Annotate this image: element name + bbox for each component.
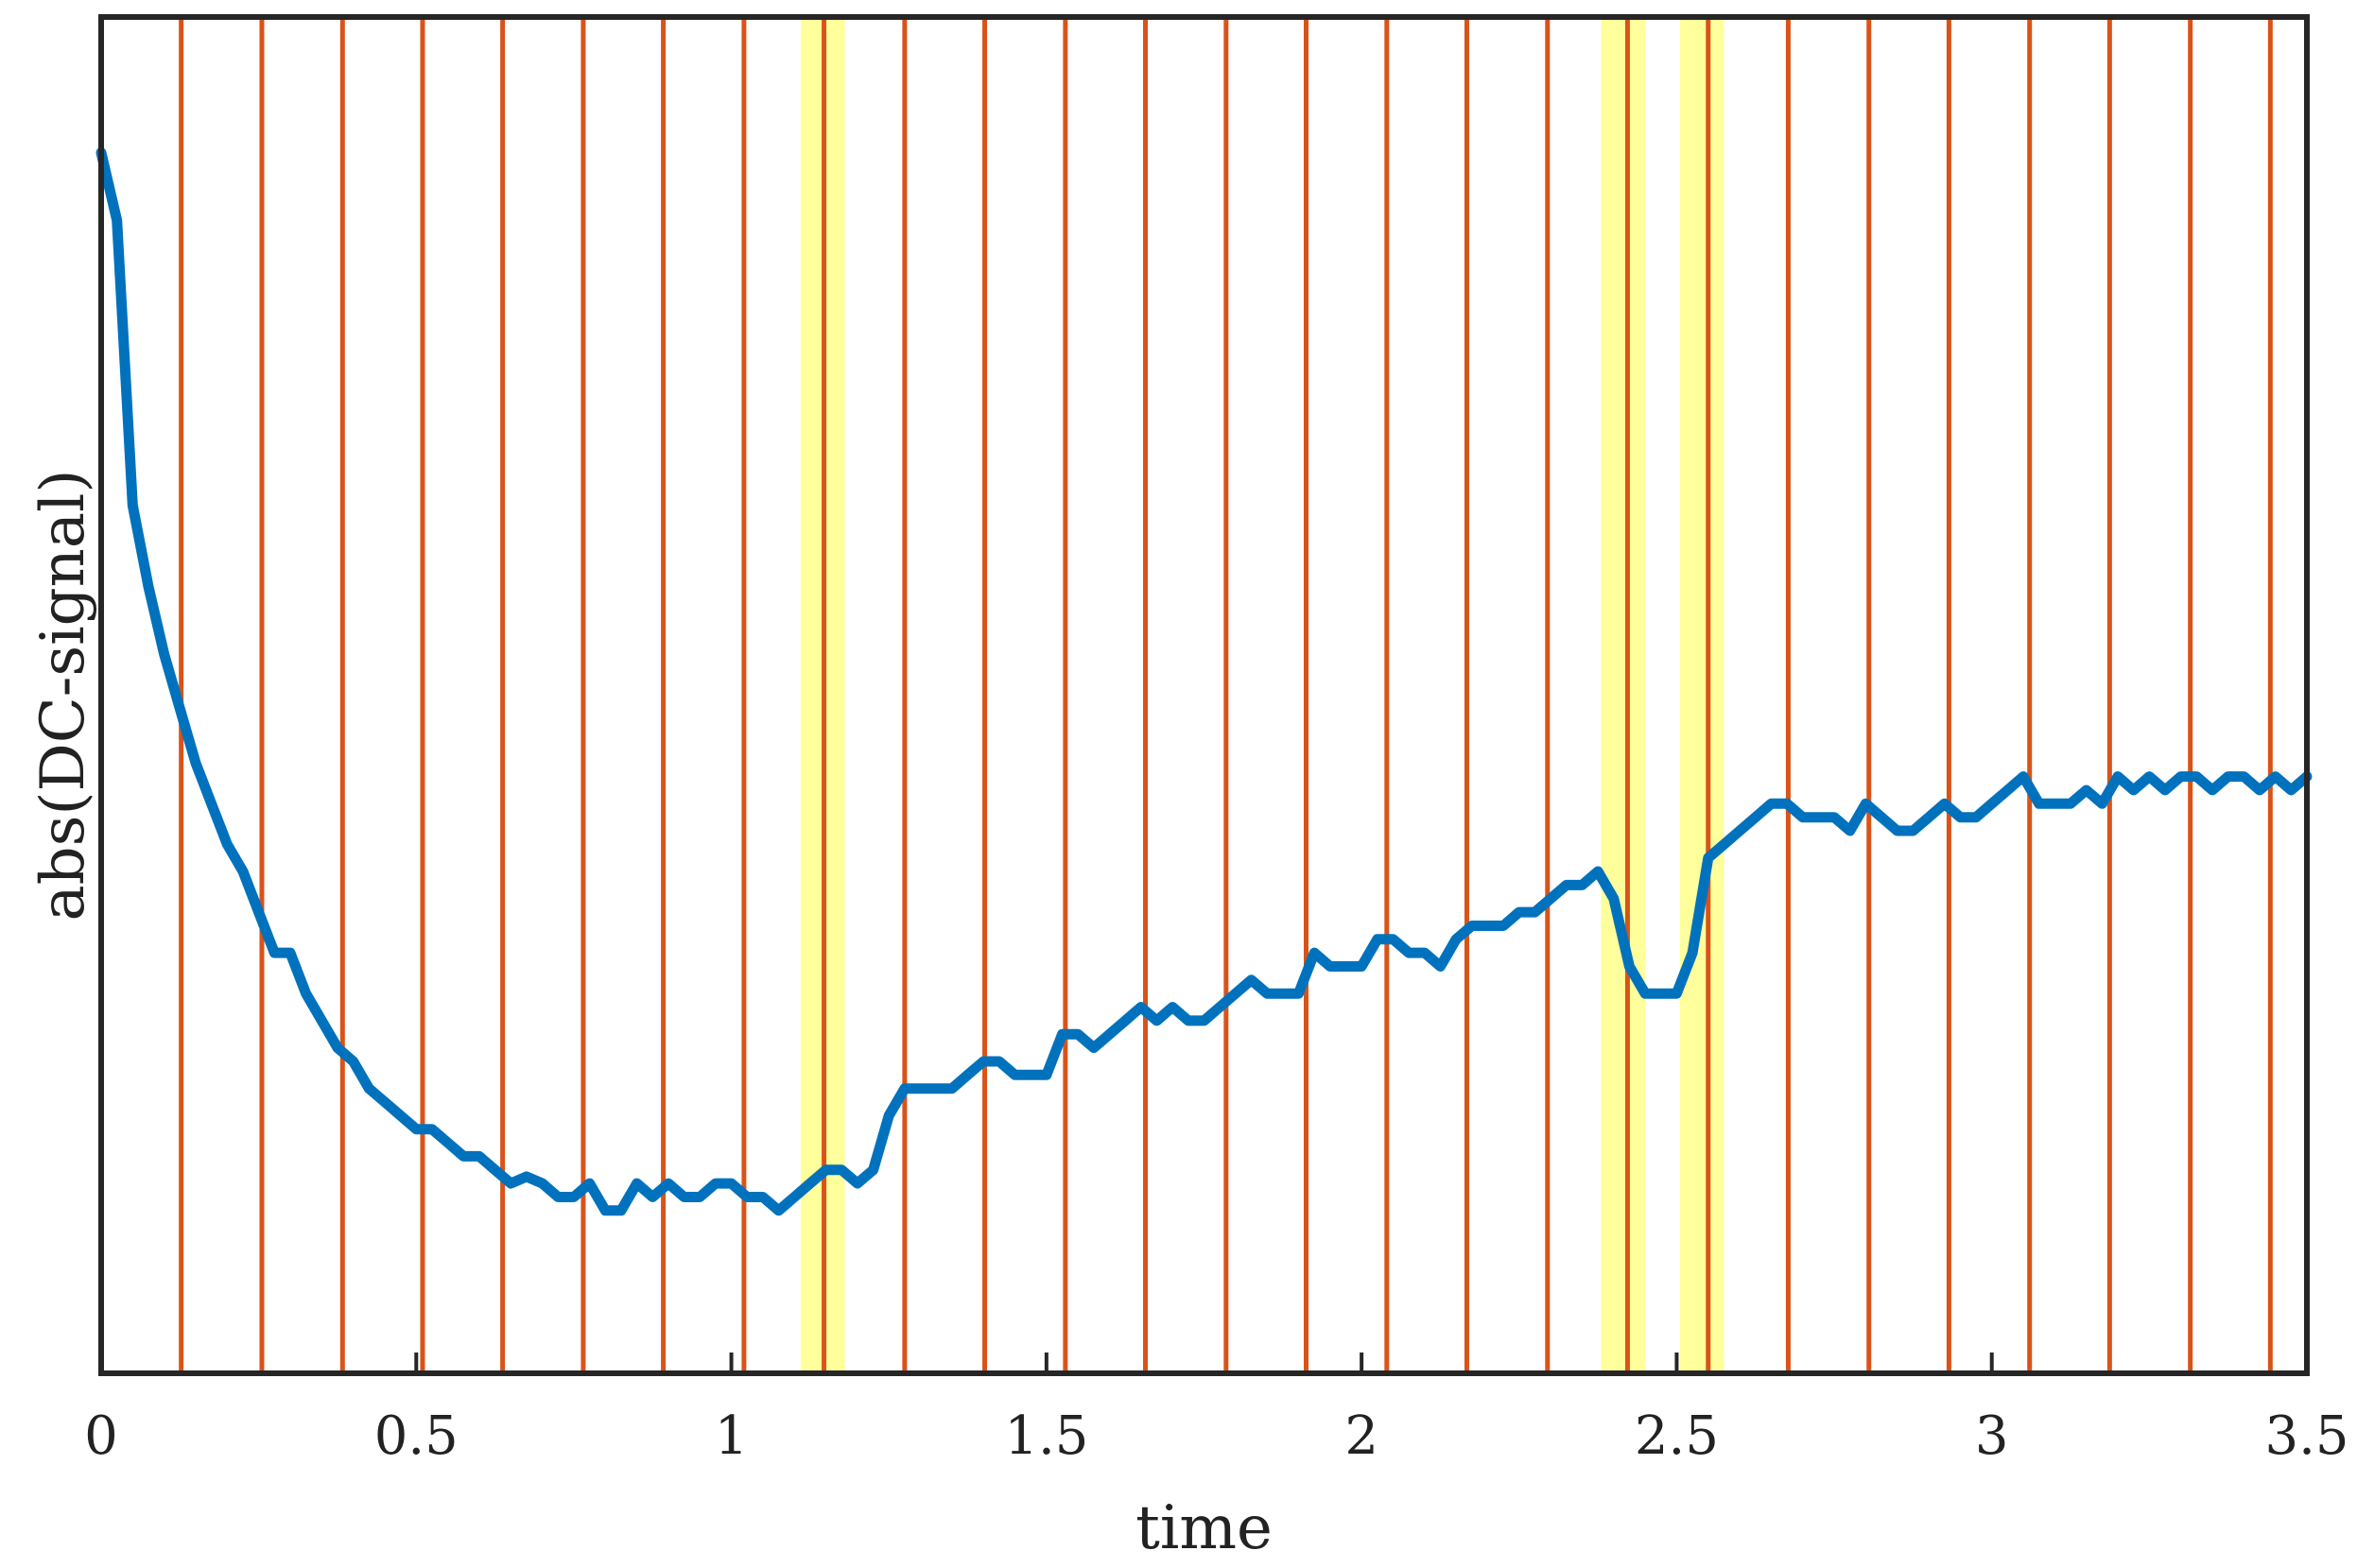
highlight-band-2 bbox=[1679, 17, 1724, 1373]
x-axis-tick-labels: 0 0.5 1 1.5 2 2.5 3 3.5 bbox=[84, 1405, 2348, 1467]
x-tick-label-0: 0 bbox=[84, 1405, 118, 1467]
x-axis-ticks bbox=[99, 1353, 2309, 1373]
series-group bbox=[95, 147, 2313, 1216]
x-tick-label-6: 3 bbox=[1975, 1405, 2009, 1467]
vertical-markers bbox=[98, 17, 2273, 1373]
highlight-bands bbox=[800, 17, 1724, 1373]
signal-line-0 bbox=[95, 147, 2313, 1216]
x-axis-label: time bbox=[1135, 1493, 1273, 1563]
x-tick-label-4: 2 bbox=[1344, 1405, 1378, 1467]
x-tick-label-2: 1 bbox=[715, 1405, 749, 1467]
x-tick-label-7: 3.5 bbox=[2264, 1405, 2348, 1467]
x-tick-label-5: 2.5 bbox=[1635, 1405, 1719, 1467]
x-tick-label-3: 1.5 bbox=[1004, 1405, 1088, 1467]
y-axis-label: abs(DC-signal) bbox=[28, 470, 98, 922]
plot-frame bbox=[98, 14, 2310, 1376]
x-tick-label-1: 0.5 bbox=[374, 1405, 459, 1467]
highlight-band-1 bbox=[1601, 17, 1646, 1373]
